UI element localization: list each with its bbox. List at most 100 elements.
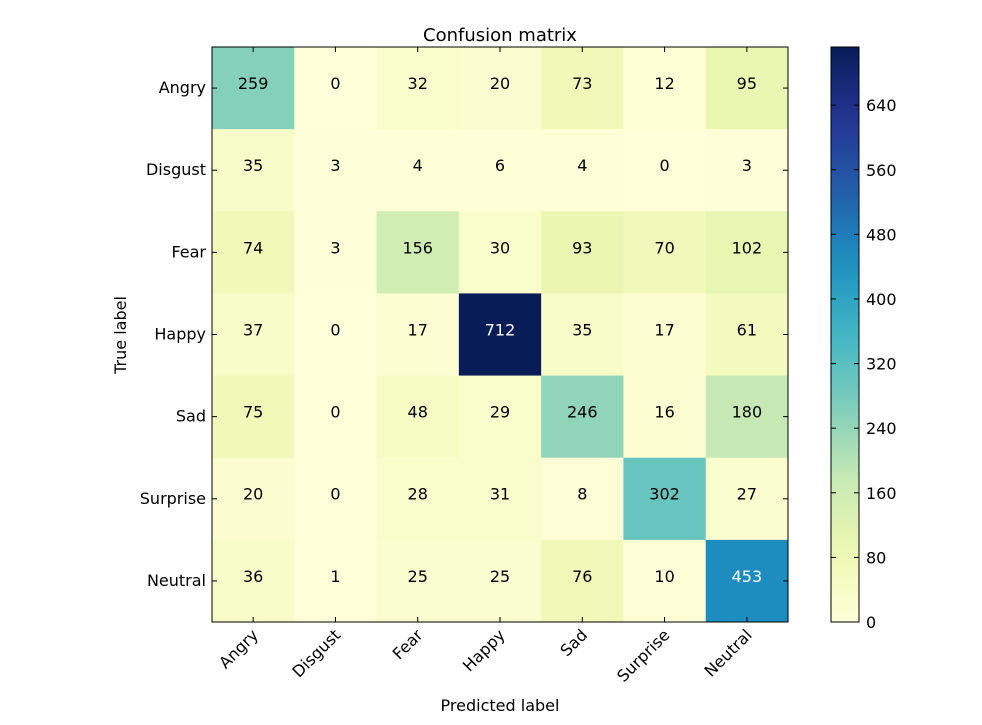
cell-value-label: 6 bbox=[495, 156, 505, 175]
cell-value-label: 74 bbox=[243, 238, 263, 257]
heatmap-cell bbox=[623, 47, 707, 130]
heatmap-cell bbox=[376, 293, 460, 377]
colorbar-tick-label: 80 bbox=[866, 548, 886, 567]
heatmap-cell bbox=[212, 293, 295, 377]
cell-value-label: 16 bbox=[654, 403, 674, 422]
cell-value-label: 8 bbox=[577, 485, 587, 504]
chart-title: Confusion matrix bbox=[423, 25, 577, 46]
heatmap-cell bbox=[541, 539, 624, 623]
heatmap-cell bbox=[705, 375, 789, 459]
colorbar: 0 80 160 240 320 400 480 560 640 bbox=[830, 46, 897, 632]
cell-value-label: 0 bbox=[330, 403, 340, 422]
heatmap-cell bbox=[458, 375, 542, 459]
heatmap-cell bbox=[212, 539, 295, 623]
cell-value-label: 102 bbox=[732, 238, 763, 257]
cell-value-label: 25 bbox=[408, 567, 428, 586]
heatmap-cell bbox=[212, 211, 295, 294]
colorbar-tick-label: 160 bbox=[866, 484, 897, 503]
heatmap-cell bbox=[541, 457, 624, 541]
cell-value-label: 76 bbox=[572, 567, 592, 586]
cell-value-label: 712 bbox=[485, 320, 516, 339]
cell-value-label: 10 bbox=[654, 567, 674, 586]
heatmap-cell bbox=[376, 211, 460, 294]
heatmap-cell bbox=[376, 375, 460, 459]
heatmap-cell bbox=[376, 457, 460, 541]
heatmap-cell bbox=[705, 129, 789, 212]
heatmap-cell bbox=[212, 375, 295, 459]
x-tick-label: Disgust bbox=[288, 625, 344, 681]
cell-value-label: 180 bbox=[732, 403, 763, 422]
colorbar-tick-label: 400 bbox=[866, 290, 897, 309]
y-tick-label: Sad bbox=[176, 407, 206, 426]
heatmap-cell bbox=[623, 539, 707, 623]
cell-value-label: 156 bbox=[402, 238, 433, 257]
heatmap-cell bbox=[212, 457, 295, 541]
cell-value-label: 93 bbox=[572, 238, 592, 257]
heatmap-cell bbox=[458, 539, 542, 623]
heatmap-cell bbox=[294, 293, 378, 377]
y-tick-label: Angry bbox=[159, 78, 206, 97]
cell-value-label: 27 bbox=[737, 485, 757, 504]
y-tick-label: Disgust bbox=[146, 160, 206, 179]
y-axis-ticks: Angry Disgust Fear Happy Sad Surprise Neutral bbox=[140, 78, 788, 590]
cell-value-label: 29 bbox=[490, 403, 510, 422]
cell-value-label: 12 bbox=[654, 74, 674, 93]
y-tick-label: Fear bbox=[171, 242, 206, 261]
cell-value-label: 3 bbox=[742, 156, 752, 175]
cell-value-label: 30 bbox=[490, 238, 510, 257]
y-axis-label: True label bbox=[111, 296, 130, 375]
cell-value-label: 17 bbox=[408, 320, 428, 339]
cell-value-label: 3 bbox=[330, 238, 340, 257]
cell-value-label: 48 bbox=[408, 403, 428, 422]
cell-value-label: 20 bbox=[490, 74, 510, 93]
heatmap-cell bbox=[623, 293, 707, 377]
cell-value-label: 35 bbox=[572, 320, 592, 339]
cell-value-label: 0 bbox=[659, 156, 669, 175]
heatmap-cell bbox=[623, 211, 707, 294]
heatmap-cell bbox=[294, 47, 378, 130]
cell-value-label: 1 bbox=[330, 567, 340, 586]
x-tick-label: Angry bbox=[215, 625, 262, 672]
heatmap-cell bbox=[458, 211, 542, 294]
cell-value-label: 0 bbox=[330, 74, 340, 93]
heatmap-cell bbox=[458, 129, 542, 212]
x-axis-label: Predicted label bbox=[441, 696, 560, 715]
heatmap-cell bbox=[294, 457, 378, 541]
y-tick-label: Neutral bbox=[147, 571, 206, 590]
cell-value-label: 4 bbox=[577, 156, 587, 175]
heatmap-cell bbox=[294, 211, 378, 294]
cell-value-label: 20 bbox=[243, 485, 263, 504]
cell-value-label: 35 bbox=[243, 156, 263, 175]
cell-value-label: 61 bbox=[737, 320, 757, 339]
heatmap-cell bbox=[376, 47, 460, 130]
heatmap-cell bbox=[705, 293, 789, 377]
cell-value-label: 36 bbox=[243, 567, 263, 586]
heatmap-cell bbox=[294, 539, 378, 623]
cell-value-label: 246 bbox=[567, 403, 598, 422]
heatmap-cell bbox=[294, 375, 378, 459]
colorbar-tick-label: 320 bbox=[866, 355, 897, 374]
heatmap-cell bbox=[705, 47, 789, 130]
cell-value-label: 70 bbox=[654, 238, 674, 257]
heatmap-cell bbox=[541, 293, 624, 377]
colorbar-tick-label: 480 bbox=[866, 225, 897, 244]
cell-value-label: 0 bbox=[330, 320, 340, 339]
cell-value-label: 259 bbox=[238, 74, 269, 93]
cell-value-label: 31 bbox=[490, 485, 510, 504]
heatmap-cell bbox=[541, 375, 624, 459]
heatmap-cell bbox=[705, 457, 789, 541]
heatmap-cell bbox=[212, 47, 295, 130]
colorbar-tick-label: 560 bbox=[866, 161, 897, 180]
x-tick-label: Neutral bbox=[700, 625, 755, 680]
cell-value-label: 302 bbox=[649, 485, 680, 504]
cell-value-label: 25 bbox=[490, 567, 510, 586]
cell-value-label: 4 bbox=[413, 156, 423, 175]
cell-value-label: 17 bbox=[654, 320, 674, 339]
cell-value-label: 73 bbox=[572, 74, 592, 93]
cell-value-label: 453 bbox=[732, 567, 763, 586]
y-tick-label: Surprise bbox=[140, 489, 206, 508]
heatmap-cell bbox=[623, 457, 707, 541]
y-tick-label: Happy bbox=[154, 325, 206, 344]
cell-value-label: 95 bbox=[737, 74, 757, 93]
